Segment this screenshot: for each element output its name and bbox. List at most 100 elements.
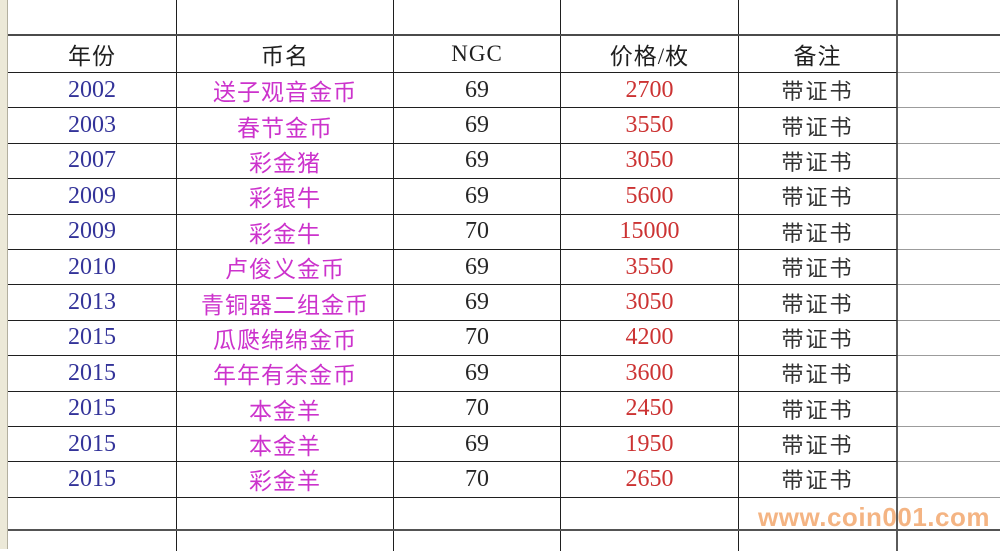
year-cell[interactable]: 2003	[8, 108, 177, 144]
empty-cell[interactable]	[898, 215, 1000, 250]
note-cell[interactable]: 带证书	[739, 73, 898, 109]
year-cell[interactable]: 2015	[8, 356, 177, 392]
empty-cell[interactable]	[177, 497, 394, 529]
empty-cell[interactable]	[898, 108, 1000, 144]
header-coin-name[interactable]: 币名	[177, 36, 394, 73]
empty-cell[interactable]	[394, 497, 561, 529]
coin-name-cell[interactable]: 彩金牛	[177, 214, 394, 250]
price-cell[interactable]: 3550	[561, 249, 739, 286]
year-cell[interactable]: 2007	[8, 143, 177, 180]
coin-name-cell[interactable]: 彩金猪	[177, 143, 394, 180]
year-cell[interactable]: 2009	[8, 214, 177, 250]
empty-cell[interactable]	[898, 356, 1000, 392]
empty-cell[interactable]	[898, 73, 1000, 109]
coin-name-cell[interactable]: 本金羊	[177, 426, 394, 463]
empty-cell[interactable]	[739, 497, 898, 529]
ngc-grade-cell[interactable]: 69	[394, 73, 561, 109]
price-cell[interactable]: 2650	[561, 462, 739, 498]
empty-cell[interactable]	[898, 531, 1000, 551]
coin-name-cell[interactable]: 青铜器二组金币	[177, 285, 394, 321]
note-cell[interactable]: 带证书	[739, 285, 898, 321]
empty-cell[interactable]	[898, 392, 1000, 427]
year-cell[interactable]: 2015	[8, 391, 177, 427]
price-cell[interactable]: 3050	[561, 143, 739, 180]
empty-cell[interactable]	[898, 179, 1000, 215]
empty-cell[interactable]	[898, 36, 1000, 73]
note-cell[interactable]: 带证书	[739, 214, 898, 250]
empty-cell[interactable]	[898, 0, 1000, 34]
price-cell[interactable]: 1950	[561, 426, 739, 463]
empty-cell[interactable]	[898, 250, 1000, 286]
empty-cell[interactable]	[898, 144, 1000, 180]
ngc-grade-cell[interactable]: 69	[394, 426, 561, 463]
empty-cell[interactable]	[898, 321, 1000, 357]
note-cell[interactable]: 带证书	[739, 426, 898, 463]
year-cell[interactable]: 2015	[8, 320, 177, 357]
coin-name-cell[interactable]: 年年有余金币	[177, 356, 394, 392]
coin-name-cell[interactable]: 瓜瓞绵绵金币	[177, 320, 394, 357]
ngc-grade-cell[interactable]: 69	[394, 249, 561, 286]
header-year[interactable]: 年份	[8, 36, 177, 73]
table-row: 2009 彩金牛 70 15000 带证书	[8, 214, 1000, 250]
coin-name-cell[interactable]: 卢俊义金币	[177, 249, 394, 286]
coin-name-cell[interactable]: 春节金币	[177, 108, 394, 144]
note-cell[interactable]: 带证书	[739, 320, 898, 357]
year-cell[interactable]: 2013	[8, 285, 177, 321]
price-cell[interactable]: 2700	[561, 73, 739, 109]
table-row: 2013 青铜器二组金币 69 3050 带证书	[8, 285, 1000, 321]
empty-cell[interactable]	[739, 530, 898, 551]
empty-cell[interactable]	[177, 530, 394, 551]
empty-cell[interactable]	[8, 0, 177, 34]
empty-cell[interactable]	[739, 0, 898, 34]
coin-name-cell[interactable]: 本金羊	[177, 391, 394, 427]
coin-name-cell[interactable]: 彩银牛	[177, 179, 394, 215]
empty-cell[interactable]	[898, 427, 1000, 463]
empty-cell[interactable]	[394, 0, 561, 34]
empty-cell[interactable]	[8, 530, 177, 551]
empty-cell[interactable]	[561, 530, 739, 551]
header-note[interactable]: 备注	[739, 36, 898, 73]
table-body: 2002 送子观音金币 69 2700 带证书 2003 春节金币 69 355…	[8, 73, 1000, 498]
empty-cell[interactable]	[8, 497, 177, 529]
coin-name-cell[interactable]: 彩金羊	[177, 462, 394, 498]
empty-cell[interactable]	[394, 530, 561, 551]
year-cell[interactable]: 2010	[8, 249, 177, 286]
note-cell[interactable]: 带证书	[739, 249, 898, 286]
empty-cell[interactable]	[898, 462, 1000, 498]
empty-cell[interactable]	[898, 498, 1000, 529]
header-ngc[interactable]: NGC	[394, 36, 561, 73]
ngc-grade-cell[interactable]: 69	[394, 108, 561, 144]
note-cell[interactable]: 带证书	[739, 391, 898, 427]
ngc-grade-cell[interactable]: 69	[394, 285, 561, 321]
empty-cell[interactable]	[561, 0, 739, 34]
ngc-grade-cell[interactable]: 69	[394, 356, 561, 392]
year-cell[interactable]: 2015	[8, 426, 177, 463]
ngc-grade-cell[interactable]: 69	[394, 179, 561, 215]
price-cell[interactable]: 15000	[561, 214, 739, 250]
price-cell[interactable]: 4200	[561, 320, 739, 357]
note-cell[interactable]: 带证书	[739, 462, 898, 498]
ngc-grade-cell[interactable]: 69	[394, 143, 561, 180]
table-row: 2015 彩金羊 70 2650 带证书	[8, 462, 1000, 498]
year-cell[interactable]: 2002	[8, 73, 177, 109]
price-cell[interactable]: 3550	[561, 108, 739, 144]
price-cell[interactable]: 3050	[561, 285, 739, 321]
header-price[interactable]: 价格/枚	[561, 36, 739, 73]
price-cell[interactable]: 2450	[561, 391, 739, 427]
price-cell[interactable]: 5600	[561, 179, 739, 215]
year-cell[interactable]: 2015	[8, 462, 177, 498]
note-cell[interactable]: 带证书	[739, 179, 898, 215]
note-cell[interactable]: 带证书	[739, 108, 898, 144]
ngc-grade-cell[interactable]: 70	[394, 214, 561, 250]
ngc-grade-cell[interactable]: 70	[394, 462, 561, 498]
ngc-grade-cell[interactable]: 70	[394, 320, 561, 357]
empty-cell[interactable]	[561, 497, 739, 529]
note-cell[interactable]: 带证书	[739, 356, 898, 392]
note-cell[interactable]: 带证书	[739, 143, 898, 180]
empty-cell[interactable]	[898, 285, 1000, 321]
ngc-grade-cell[interactable]: 70	[394, 391, 561, 427]
price-cell[interactable]: 3600	[561, 356, 739, 392]
coin-name-cell[interactable]: 送子观音金币	[177, 73, 394, 109]
year-cell[interactable]: 2009	[8, 179, 177, 215]
empty-cell[interactable]	[177, 0, 394, 34]
